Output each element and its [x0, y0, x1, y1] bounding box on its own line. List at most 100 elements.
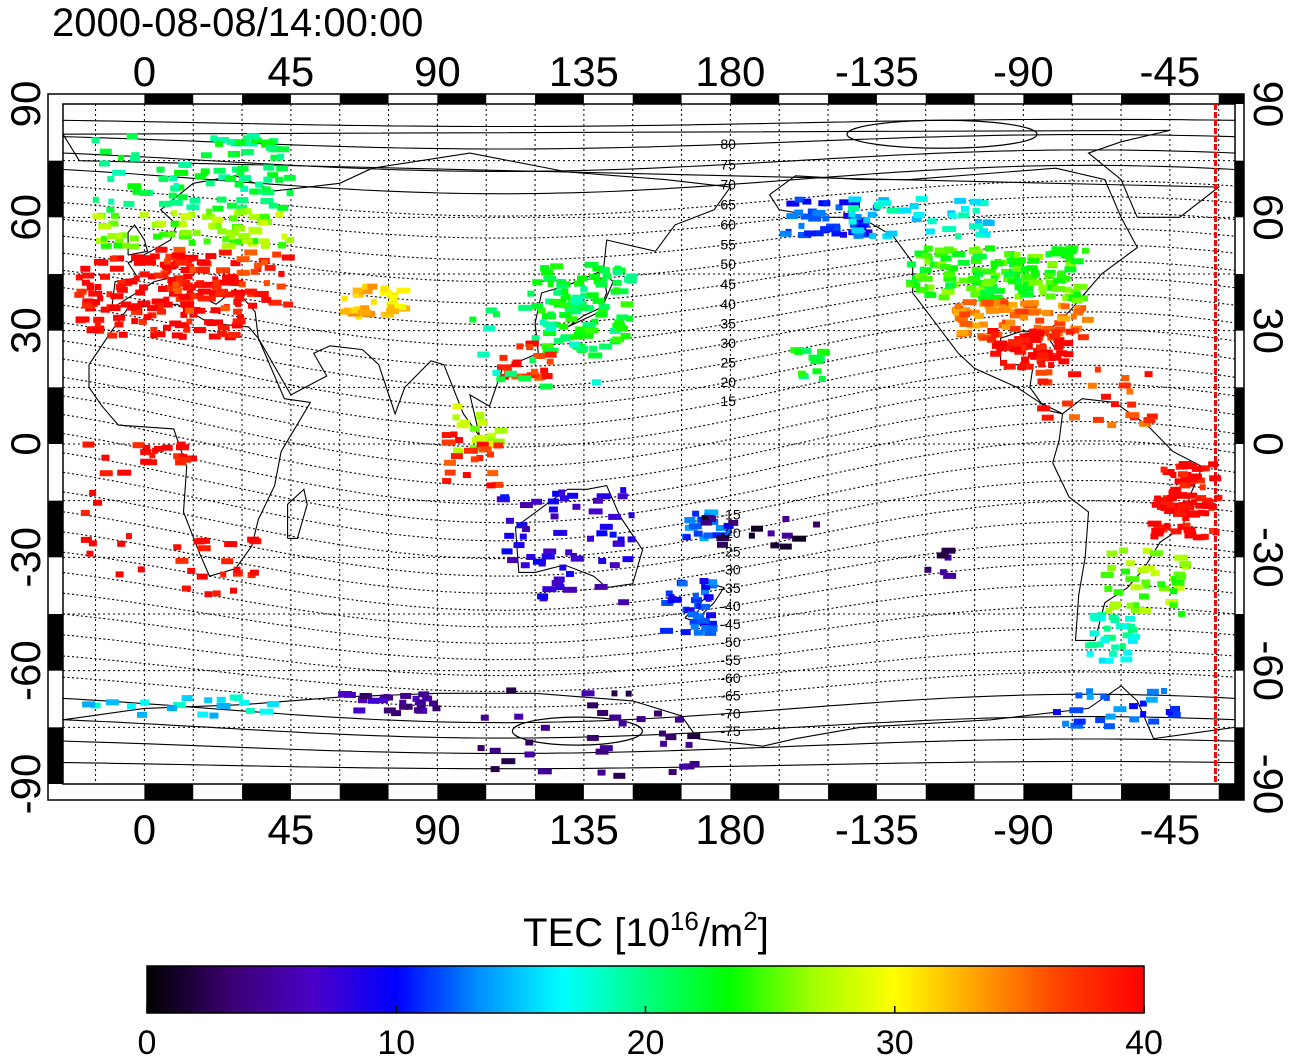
tec-point [1182, 514, 1190, 521]
tec-point [1100, 693, 1107, 700]
tec-point [1038, 284, 1048, 291]
tec-point [89, 489, 97, 496]
tec-point [540, 724, 550, 731]
tec-point [462, 472, 471, 479]
tec-point [538, 560, 546, 567]
bottom-lon-tick-label: 45 [268, 806, 315, 853]
tec-point [130, 308, 141, 315]
tec-point [674, 716, 684, 723]
tec-point [782, 515, 790, 522]
tec-point [139, 212, 149, 219]
tec-point [943, 572, 957, 579]
tec-point [216, 267, 231, 274]
tec-point [592, 298, 605, 305]
tec-point [197, 545, 211, 552]
tec-point [552, 490, 563, 497]
tec-point [565, 308, 578, 315]
tec-point [119, 232, 128, 239]
tec-point [1089, 630, 1100, 637]
tec-point [92, 299, 101, 306]
tec-point [341, 295, 348, 302]
tec-point [352, 291, 359, 298]
tec-point [126, 133, 138, 140]
tec-point [920, 267, 932, 274]
tec-point [114, 321, 124, 328]
tec-point [204, 591, 213, 598]
contour-label: -50 [720, 634, 740, 650]
tec-point [140, 449, 152, 456]
tec-point [594, 583, 608, 590]
contour-label: -20 [720, 525, 740, 541]
colorbar-tick-label: 10 [377, 1024, 415, 1057]
tec-point [1071, 297, 1083, 304]
tec-point [1062, 286, 1072, 293]
tec-point [1121, 568, 1131, 575]
contour-line [63, 562, 1235, 628]
tec-point [1004, 301, 1018, 308]
tec-point [1013, 273, 1021, 280]
colorbar-tick-label: 40 [1125, 1024, 1163, 1057]
tec-point [174, 287, 183, 294]
tec-point [1145, 696, 1158, 703]
tec-point [169, 175, 178, 182]
tec-point [168, 231, 176, 238]
tec-point [551, 580, 560, 587]
tec-point [1025, 363, 1034, 370]
tec-point [1062, 400, 1074, 407]
tec-point [380, 285, 390, 292]
tec-point [1014, 284, 1023, 291]
tec-point [201, 213, 215, 220]
tec-point [1171, 579, 1185, 586]
tec-point [543, 276, 557, 283]
tec-point [589, 273, 601, 280]
contour-label: -70 [720, 705, 740, 721]
tec-point [171, 210, 178, 217]
tec-point [1150, 550, 1164, 557]
tec-point [984, 296, 996, 303]
tec-point [353, 707, 366, 714]
tec-point [616, 288, 629, 295]
tec-point [258, 238, 270, 245]
tec-point [972, 207, 980, 214]
tec-point [197, 711, 209, 718]
tec-point [665, 590, 673, 597]
tec-point [233, 566, 241, 573]
tec-point [259, 213, 270, 220]
tec-point [216, 703, 231, 710]
tec-point [470, 456, 479, 463]
tec-point [1127, 637, 1138, 644]
tec-point [625, 277, 637, 284]
tec-point [1019, 362, 1030, 369]
tec-point [1027, 254, 1034, 261]
tec-point [1070, 313, 1077, 320]
tec-point [588, 352, 603, 359]
tec-point [520, 562, 530, 569]
tec-point [147, 273, 156, 280]
tec-point [939, 263, 951, 270]
tec-point [135, 289, 146, 296]
top-lon-tick-label: -90 [993, 48, 1054, 95]
tec-point [959, 311, 971, 318]
tec-point [547, 498, 559, 505]
tec-point [1105, 607, 1113, 614]
tec-point [591, 318, 599, 325]
tec-point [1158, 585, 1170, 592]
tec-point [286, 190, 294, 197]
tec-point [878, 197, 890, 204]
tec-point [1041, 309, 1051, 316]
map-gridlines [63, 104, 1235, 784]
tec-point [506, 687, 517, 694]
tec-point [220, 305, 230, 312]
tec-point [971, 267, 983, 274]
tec-point [1007, 278, 1016, 285]
contour-line [63, 244, 1235, 304]
tec-point [843, 212, 852, 219]
tec-point [108, 198, 115, 205]
tec-point [1087, 382, 1097, 389]
contour-label: 30 [720, 335, 736, 351]
tec-point [848, 205, 860, 212]
tec-point [130, 155, 141, 162]
south-pole-contour [511, 716, 643, 746]
north-pole-contour [846, 119, 1038, 149]
tec-point [618, 599, 630, 606]
